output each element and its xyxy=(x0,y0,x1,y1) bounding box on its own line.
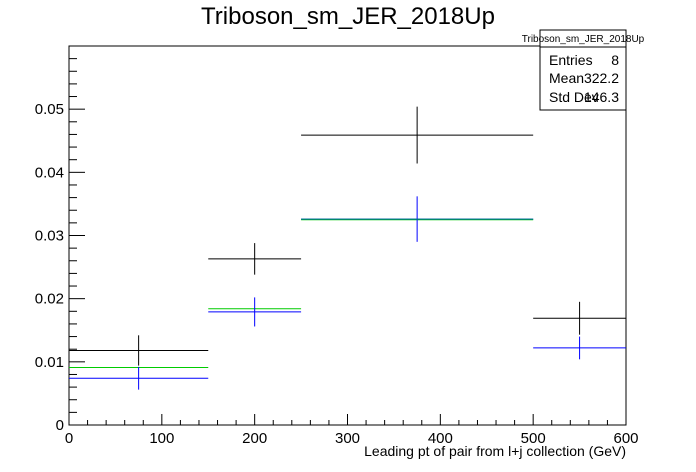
x-tick-label: 300 xyxy=(335,430,360,447)
y-tick-label: 0 xyxy=(56,417,64,434)
x-axis: 0 100 200 300 400 500 600 xyxy=(65,414,639,447)
x-tick-label: 400 xyxy=(428,430,453,447)
y-tick-label: 0.05 xyxy=(35,101,64,118)
x-tick-label: 200 xyxy=(242,430,267,447)
stats-stddev-label: Std Dev xyxy=(549,89,599,105)
stats-entries-value: 8 xyxy=(611,52,619,68)
stats-box-frame xyxy=(539,29,627,111)
stats-mean-label: Mean xyxy=(549,70,584,86)
y-tick-label: 0.03 xyxy=(35,228,64,245)
stats-box: Triboson_sm_JER_2018Up Entries 8 Mean 32… xyxy=(522,29,645,111)
stats-entries-label: Entries xyxy=(549,52,593,68)
x-tick-label: 100 xyxy=(149,430,174,447)
plot-area xyxy=(69,106,626,390)
x-axis-label: Leading pt of pair from l+j collection (… xyxy=(364,443,626,459)
y-axis: 0 0.01 0.02 0.03 0.04 0.05 xyxy=(35,45,85,434)
series-2 xyxy=(69,196,626,390)
x-tick-label: 600 xyxy=(613,430,638,447)
x-tick-label: 500 xyxy=(521,430,546,447)
chart-title: Triboson_sm_JER_2018Up xyxy=(201,3,495,30)
y-tick-label: 0.01 xyxy=(35,354,64,371)
stats-mean-value: 322.2 xyxy=(584,70,619,86)
stats-stddev-value: 146.3 xyxy=(584,89,619,105)
y-tick-label: 0.04 xyxy=(35,164,64,181)
x-tick-label: 0 xyxy=(65,430,73,447)
series-0 xyxy=(69,106,626,366)
y-tick-label: 0.02 xyxy=(35,291,64,308)
stats-box-title: Triboson_sm_JER_2018Up xyxy=(522,34,645,45)
